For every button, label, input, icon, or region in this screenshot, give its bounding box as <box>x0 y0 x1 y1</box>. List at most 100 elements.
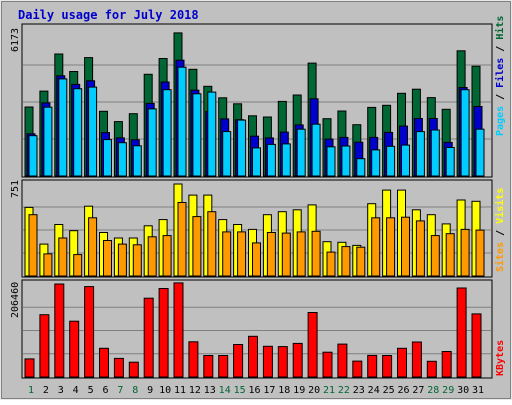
x-tick-label-day-4: 4 <box>73 385 79 396</box>
legend-kbytes: KBytes <box>495 340 506 376</box>
x-tick-label-day-9: 9 <box>147 385 153 396</box>
bar-pages-day-15 <box>237 119 247 177</box>
bar-sites-day-7 <box>117 243 127 277</box>
x-tick-label-day-23: 23 <box>353 385 365 396</box>
bar-pages-day-30 <box>460 89 470 177</box>
x-tick-label-day-2: 2 <box>43 385 49 396</box>
bar-kbytes-day-19 <box>292 342 303 378</box>
bar-pages-day-27 <box>415 131 425 177</box>
bar-sites-day-17 <box>266 232 276 277</box>
bar-sites-day-16 <box>252 242 261 277</box>
bar-kbytes-day-1 <box>24 358 35 378</box>
bar-pages-day-17 <box>266 143 276 177</box>
bar-sites-day-31 <box>475 229 485 277</box>
bar-pages-day-18 <box>281 143 291 177</box>
bar-kbytes-day-15 <box>233 344 244 378</box>
bar-pages-day-1 <box>28 135 38 177</box>
bar-kbytes-day-16 <box>248 335 258 378</box>
legend-sep-2: / <box>495 40 506 58</box>
bar-pages-day-3 <box>58 78 68 177</box>
legend-sites: Sites <box>494 242 506 272</box>
x-tick-label-day-13: 13 <box>204 385 216 396</box>
x-tick-label-day-25: 25 <box>383 385 395 396</box>
bar-sites-day-29 <box>445 233 455 277</box>
x-tick-label-day-14: 14 <box>219 385 231 396</box>
x-tick-label-day-31: 31 <box>472 385 484 396</box>
bar-pages-day-14 <box>222 131 232 177</box>
bar-kbytes-day-7 <box>113 357 124 378</box>
bar-kbytes-day-9 <box>143 297 154 378</box>
chart-title: Daily usage for July 2018 <box>18 8 199 22</box>
bar-sites-day-18 <box>281 232 291 277</box>
bar-sites-day-22 <box>341 246 351 277</box>
bar-sites-day-5 <box>88 217 98 277</box>
bar-pages-day-29 <box>445 147 455 177</box>
x-tick-label-day-27: 27 <box>412 385 424 396</box>
bar-sites-day-15 <box>237 231 247 277</box>
legend-sep-1: / <box>495 88 506 106</box>
x-tick-label-day-30: 30 <box>457 385 469 396</box>
x-tick-label-day-26: 26 <box>397 385 409 396</box>
bar-sites-day-27 <box>415 220 425 277</box>
bar-pages-day-31 <box>475 128 485 177</box>
bar-sites-day-3 <box>58 237 68 277</box>
x-tick-label-day-16: 16 <box>248 385 260 396</box>
bar-pages-day-22 <box>341 145 351 177</box>
bar-pages-day-9 <box>147 108 157 177</box>
bar-pages-day-25 <box>386 145 396 177</box>
bar-kbytes-day-8 <box>128 361 139 378</box>
bar-pages-day-5 <box>88 86 98 177</box>
bar-pages-day-24 <box>371 149 381 177</box>
bar-pages-day-19 <box>296 128 306 177</box>
bar-pages-day-11 <box>177 66 187 177</box>
bar-pages-day-28 <box>430 129 440 177</box>
bar-pages-day-26 <box>401 144 410 177</box>
bar-sites-day-19 <box>296 231 306 277</box>
bar-kbytes-day-6 <box>99 347 109 378</box>
legend-bottom: KBytes <box>495 340 506 376</box>
legend-hits: Hits <box>494 16 506 40</box>
x-tick-label-day-12: 12 <box>189 385 201 396</box>
bar-sites-day-6 <box>103 240 112 277</box>
x-tick-label-day-11: 11 <box>174 385 186 396</box>
bar-pages-day-4 <box>73 88 83 177</box>
bar-sites-day-9 <box>147 236 157 277</box>
x-tick-label-day-6: 6 <box>102 385 108 396</box>
bar-sites-day-12 <box>192 216 202 277</box>
bar-kbytes-day-11 <box>173 282 184 378</box>
bar-kbytes-day-24 <box>367 354 378 378</box>
bar-sites-day-4 <box>73 254 83 277</box>
bar-pages-day-6 <box>103 139 112 177</box>
legend-top: Pages / Files / Hits <box>494 16 506 136</box>
bar-sites-day-2 <box>43 253 53 277</box>
bar-pages-day-23 <box>356 158 366 177</box>
bar-kbytes-day-4 <box>69 320 80 378</box>
x-tick-label-day-18: 18 <box>278 385 290 396</box>
x-tick-label-day-5: 5 <box>88 385 94 396</box>
bar-sites-day-28 <box>430 235 440 277</box>
bar-kbytes-day-2 <box>39 314 50 378</box>
bar-kbytes-day-26 <box>397 347 407 378</box>
x-tick-label-day-24: 24 <box>368 385 380 396</box>
bar-kbytes-day-10 <box>158 288 169 378</box>
bar-sites-day-25 <box>386 217 396 277</box>
bar-kbytes-day-18 <box>277 346 288 378</box>
ymax-label-middle: 751 <box>10 180 21 198</box>
bar-sites-day-30 <box>460 228 470 277</box>
legend-pages: Pages <box>495 106 506 136</box>
bar-kbytes-day-31 <box>471 313 482 378</box>
x-tick-label-day-10: 10 <box>159 385 171 396</box>
bar-kbytes-day-29 <box>441 351 452 378</box>
bar-kbytes-day-30 <box>456 287 467 378</box>
bar-kbytes-day-21 <box>322 351 333 378</box>
bar-pages-day-21 <box>326 146 336 177</box>
bar-pages-day-2 <box>43 106 53 177</box>
x-tick-label-day-7: 7 <box>117 385 123 396</box>
x-tick-label-day-22: 22 <box>338 385 350 396</box>
legend-visits: Visits <box>494 188 506 224</box>
x-axis-labels: 1 2 3 4 5 6 7 8 9 10 11 12 13 14 15 16 17 18 19 20 21 22 23 24 2… <box>28 385 484 396</box>
x-tick-label-day-19: 19 <box>293 385 305 396</box>
bar-sites-day-10 <box>162 235 172 277</box>
chart-border-dark <box>1 1 511 399</box>
